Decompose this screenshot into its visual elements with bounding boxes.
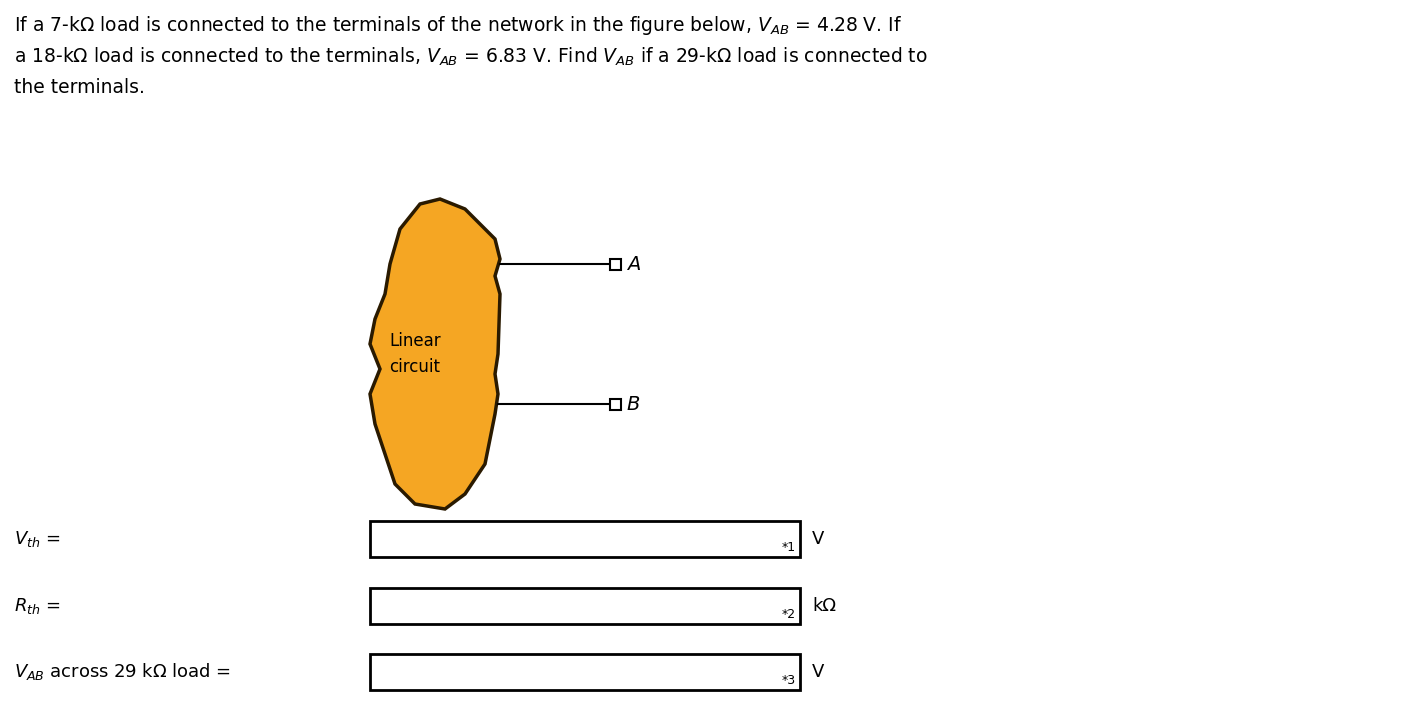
Text: $V_{AB}$ across 29 kΩ load =: $V_{AB}$ across 29 kΩ load =	[14, 661, 231, 683]
Text: V: V	[811, 530, 824, 548]
Text: kΩ: kΩ	[811, 597, 835, 615]
Text: *2: *2	[782, 608, 796, 621]
Text: $B$: $B$	[626, 395, 641, 413]
Text: V: V	[811, 663, 824, 681]
Polygon shape	[370, 199, 499, 509]
Text: If a 7-kΩ load is connected to the terminals of the network in the figure below,: If a 7-kΩ load is connected to the termi…	[14, 14, 902, 37]
Text: *1: *1	[782, 541, 796, 554]
Text: $A$: $A$	[626, 254, 642, 273]
Text: $V_{th}$ =: $V_{th}$ =	[14, 529, 61, 549]
Text: a 18-kΩ load is connected to the terminals, $V_{AB}$ = 6.83 V. Find $V_{AB}$ if : a 18-kΩ load is connected to the termina…	[14, 46, 927, 69]
Bar	[610, 398, 621, 410]
Bar	[370, 654, 800, 690]
Bar	[370, 588, 800, 624]
Text: Linear
circuit: Linear circuit	[389, 333, 440, 376]
Bar	[370, 521, 800, 557]
Text: *3: *3	[782, 674, 796, 687]
Text: $R_{th}$ =: $R_{th}$ =	[14, 596, 61, 616]
Bar	[610, 258, 621, 269]
Text: the terminals.: the terminals.	[14, 78, 145, 97]
